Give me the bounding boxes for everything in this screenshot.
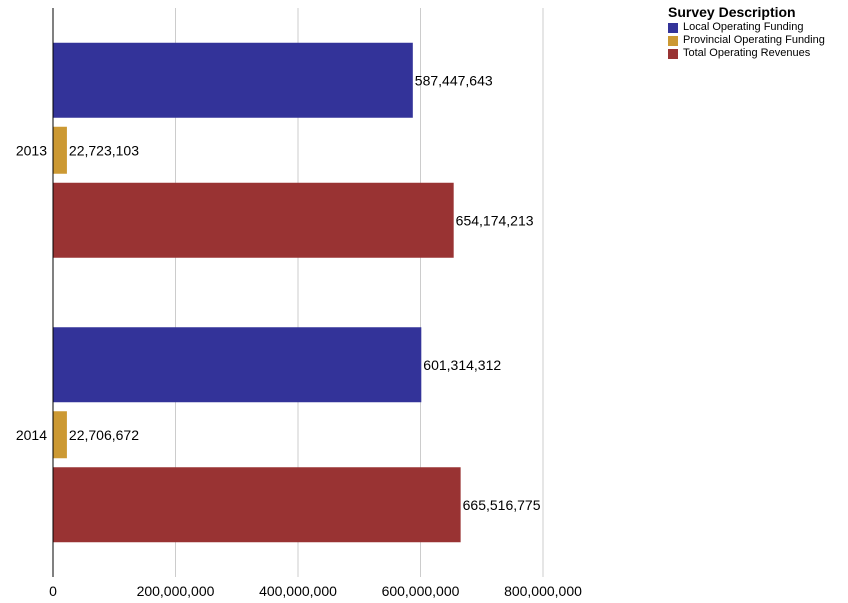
bar [53, 467, 461, 543]
data-label: 665,516,775 [463, 497, 541, 513]
x-tick-label: 600,000,000 [382, 583, 460, 599]
legend-label-local: Local Operating Funding [683, 21, 804, 33]
legend-item-provincial: Provincial Operating Funding [668, 34, 825, 47]
legend-label-total: Total Operating Revenues [683, 47, 811, 59]
data-label: 654,174,213 [456, 212, 534, 228]
x-tick-label: 0 [49, 583, 57, 599]
data-labels: 587,447,643 22,723,103 654,174,213 601,314,… [69, 72, 541, 513]
legend-label-provincial: Provincial Operating Funding [683, 34, 825, 46]
data-label: 22,723,103 [69, 142, 139, 158]
bar [53, 42, 413, 118]
x-tick-label: 200,000,000 [137, 583, 215, 599]
category-label: 2014 [16, 427, 47, 443]
bar [53, 182, 454, 258]
bar [53, 126, 67, 174]
legend-swatch-local [668, 22, 678, 33]
category-labels: 2013 2014 [16, 142, 47, 443]
bars [53, 42, 461, 543]
legend: Survey Description Local Operating Fundi… [668, 4, 825, 60]
x-tick-label: 400,000,000 [259, 583, 337, 599]
legend-title: Survey Description [668, 4, 796, 20]
x-tick-labels: 0 200,000,000 400,000,000 600,000,000 800,00… [49, 583, 582, 599]
legend-swatch-provincial [668, 35, 678, 46]
legend-item-local: Local Operating Funding [668, 21, 825, 34]
x-tick-label: 800,000,000 [504, 583, 582, 599]
data-label: 587,447,643 [415, 72, 493, 88]
data-label: 601,314,312 [423, 357, 501, 373]
category-label: 2013 [16, 142, 47, 158]
bar [53, 411, 67, 459]
bar [53, 327, 422, 403]
data-label: 22,706,672 [69, 427, 139, 443]
legend-item-total: Total Operating Revenues [668, 47, 825, 60]
legend-swatch-total [668, 48, 678, 59]
